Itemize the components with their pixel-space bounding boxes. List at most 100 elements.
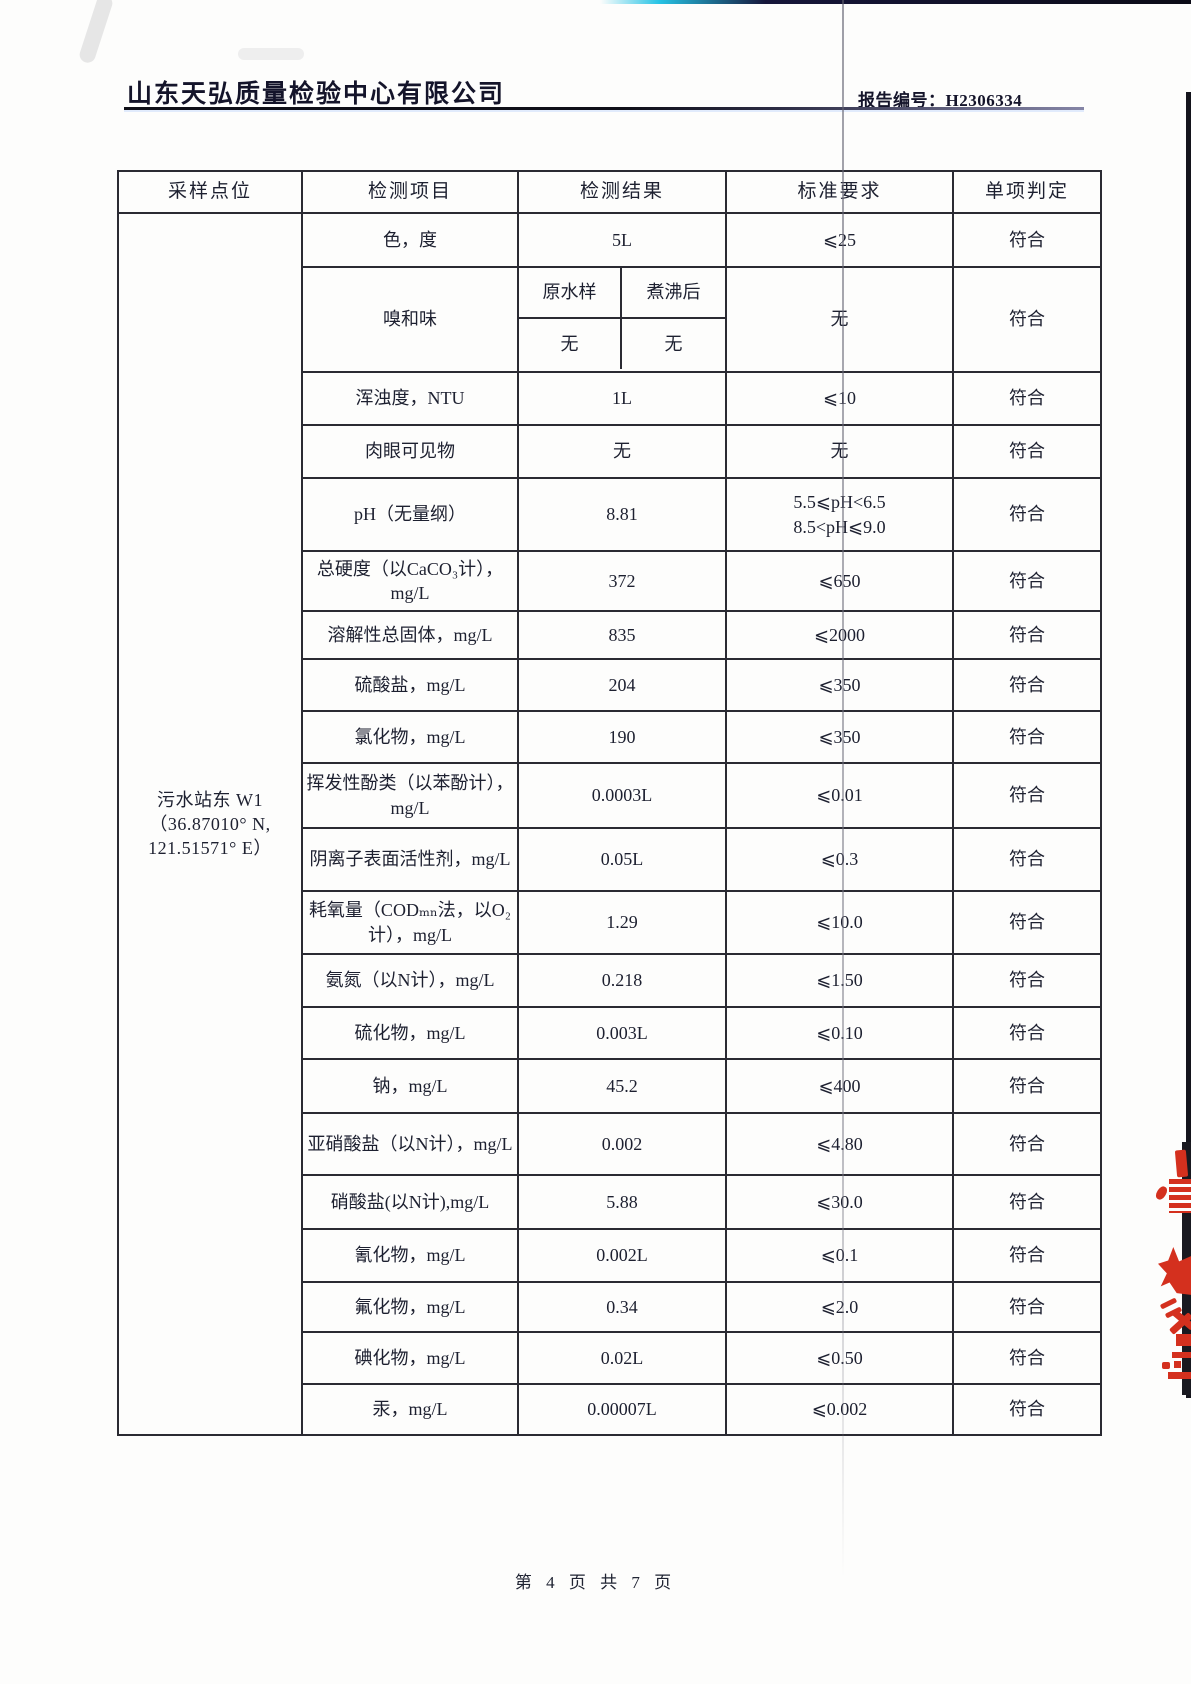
- sampling-point-name: 污水站东 W1: [157, 789, 263, 810]
- cell-judgment: 符合: [952, 953, 1102, 1008]
- red-stamp-fragment-1: [1174, 1149, 1189, 1178]
- cell-result: 0.003L: [517, 1006, 727, 1060]
- cell-item: 肉眼可见物: [301, 424, 519, 479]
- red-stamp-fragment-4: [1172, 1352, 1191, 1358]
- red-stamp-fragment-4: [1162, 1362, 1170, 1369]
- sampling-point-coord-1: （36.87010° N,: [149, 813, 271, 834]
- cell-item: 氨氮（以N计），mg/L: [301, 953, 519, 1008]
- cell-result: 835: [517, 610, 727, 660]
- report-number-label: 报告编号：: [858, 91, 946, 110]
- cell-standard: ⩽350: [725, 658, 954, 712]
- table-row: 肉眼可见物 无 无 符合: [118, 424, 1102, 479]
- cell-standard: ⩽0.1: [725, 1228, 954, 1283]
- cell-item: 色，度: [301, 212, 519, 268]
- table-row: 硫酸盐，mg/L 204 ⩽350 符合: [118, 658, 1102, 712]
- scan-edge-strip-right: [1186, 92, 1191, 1398]
- cell-result-odor: 原水样 煮沸后 无 无: [517, 266, 727, 373]
- red-stamp-fragment-1: [1153, 1184, 1170, 1202]
- table-row: 碘化物，mg/L 0.02L ⩽0.50 符合: [118, 1331, 1102, 1385]
- cell-result: 190: [517, 710, 727, 764]
- header-divider: [124, 107, 1084, 110]
- cell-standard: ⩽650: [725, 550, 954, 612]
- cell-judgment: 符合: [952, 1383, 1102, 1436]
- table-row: 氰化物，mg/L 0.002L ⩽0.1 符合: [118, 1228, 1102, 1283]
- table-row: 硫化物，mg/L 0.003L ⩽0.10 符合: [118, 1006, 1102, 1060]
- table-header-row: 采样点位 检测项目 检测结果 标准要求 单项判定: [117, 170, 1102, 214]
- table-row: 总硬度（以CaCO₃计），mg/L 372 ⩽650 符合: [118, 550, 1102, 612]
- odor-value-boiled: 无: [664, 333, 683, 354]
- table-row: 污水站东 W1 （36.87010° N, 121.51571° E） 色，度 …: [117, 212, 1102, 1436]
- scan-edge-strip-top: [600, 0, 1191, 4]
- cell-standard: ⩽0.50: [725, 1331, 954, 1385]
- table-row: 氯化物，mg/L 190 ⩽350 符合: [118, 710, 1102, 764]
- red-stamp-fragment-1: [1169, 1179, 1191, 1213]
- report-number: 报告编号：H2306334: [858, 86, 1022, 111]
- company-name: 山东天弘质量检验中心有限公司: [127, 81, 506, 108]
- cell-result: 45.2: [517, 1058, 727, 1114]
- red-stamp-fragment-3: [1176, 1334, 1191, 1346]
- table-row: 氨氮（以N计），mg/L 0.218 ⩽1.50 符合: [118, 953, 1102, 1008]
- cell-standard: ⩽400: [725, 1058, 954, 1114]
- cell-judgment: 符合: [952, 424, 1102, 479]
- table-row: 氟化物，mg/L 0.34 ⩽2.0 符合: [118, 1281, 1102, 1333]
- cell-item: 耗氧量（CODₘₙ法，以O₂计），mg/L: [301, 890, 519, 955]
- cell-judgment: 符合: [952, 1228, 1102, 1283]
- cell-judgment: 符合: [952, 371, 1102, 426]
- sampling-point-cell: 污水站东 W1 （36.87010° N, 121.51571° E）: [117, 212, 303, 1436]
- cell-standard: ⩽0.01: [725, 762, 954, 829]
- cell-item: 汞，mg/L: [301, 1383, 519, 1436]
- cell-standard: ⩽1.50: [725, 953, 954, 1008]
- cell-judgment: 符合: [952, 1058, 1102, 1114]
- cell-judgment: 符合: [952, 610, 1102, 660]
- page-number: 第 4 页 共 7 页: [514, 1573, 677, 1592]
- cell-standard: 无: [725, 266, 954, 373]
- cell-standard: ⩽10.0: [725, 890, 954, 955]
- cell-item: 氯化物，mg/L: [301, 710, 519, 764]
- cell-item: 亚硝酸盐（以N计），mg/L: [301, 1112, 519, 1176]
- cell-result: 5L: [517, 212, 727, 268]
- cell-judgment: 符合: [952, 658, 1102, 712]
- cell-item: 钠，mg/L: [301, 1058, 519, 1114]
- cell-result: 0.05L: [517, 827, 727, 892]
- cell-standard: ⩽4.80: [725, 1112, 954, 1176]
- scan-smudge: [77, 0, 115, 65]
- cell-judgment: 符合: [952, 762, 1102, 829]
- cell-judgment: 符合: [952, 266, 1102, 373]
- cell-result: 1.29: [517, 890, 727, 955]
- cell-result: 1L: [517, 371, 727, 426]
- red-stamp-fragment-4: [1168, 1372, 1191, 1379]
- cell-result: 8.81: [517, 477, 727, 552]
- cell-judgment: 符合: [952, 1281, 1102, 1333]
- cell-item: pH（无量纲）: [301, 477, 519, 552]
- cell-result: 0.0003L: [517, 762, 727, 829]
- cell-judgment: 符合: [952, 550, 1102, 612]
- odor-subheader-boiled: 煮沸后: [622, 269, 724, 319]
- table-row: 硝酸盐(以N计),mg/L 5.88 ⩽30.0 符合: [118, 1174, 1102, 1230]
- cell-standard: ⩽0.10: [725, 1006, 954, 1060]
- cell-result: 0.002L: [517, 1228, 727, 1283]
- table-row: 钠，mg/L 45.2 ⩽400 符合: [118, 1058, 1102, 1114]
- table-row: 浑浊度，NTU 1L ⩽10 符合: [118, 371, 1102, 426]
- table-row: 溶解性总固体，mg/L 835 ⩽2000 符合: [118, 610, 1102, 660]
- table-row: 阴离子表面活性剂，mg/L 0.05L ⩽0.3 符合: [118, 827, 1102, 892]
- table-row: 汞，mg/L 0.00007L ⩽0.002 符合: [118, 1383, 1102, 1436]
- cell-judgment: 符合: [952, 477, 1102, 552]
- table-row: 耗氧量（CODₘₙ法，以O₂计），mg/L 1.29 ⩽10.0 符合: [118, 890, 1102, 955]
- cell-result: 无: [517, 424, 727, 479]
- cell-judgment: 符合: [952, 1006, 1102, 1060]
- table-row: pH（无量纲） 8.81 5.5⩽pH<6.5 8.5<pH⩽9.0 符合: [118, 477, 1102, 552]
- table-row: 亚硝酸盐（以N计），mg/L 0.002 ⩽4.80 符合: [118, 1112, 1102, 1176]
- col-header-sampling-point: 采样点位: [117, 170, 303, 214]
- cell-item: 硫酸盐，mg/L: [301, 658, 519, 712]
- cell-judgment: 符合: [952, 890, 1102, 955]
- col-header-judgment: 单项判定: [952, 170, 1102, 214]
- cell-standard: ⩽2.0: [725, 1281, 954, 1333]
- cell-item: 溶解性总固体，mg/L: [301, 610, 519, 660]
- red-stamp-fragment-4: [1174, 1361, 1181, 1368]
- odor-subheader-raw: 原水样: [520, 269, 622, 319]
- results-table: 采样点位 检测项目 检测结果 标准要求 单项判定 污水站东 W1 （36.870…: [117, 170, 1102, 1436]
- cell-item: 浑浊度，NTU: [301, 371, 519, 426]
- cell-standard: ⩽10: [725, 371, 954, 426]
- cell-judgment: 符合: [952, 212, 1102, 268]
- sampling-point-coord-2: 121.51571° E）: [148, 838, 272, 859]
